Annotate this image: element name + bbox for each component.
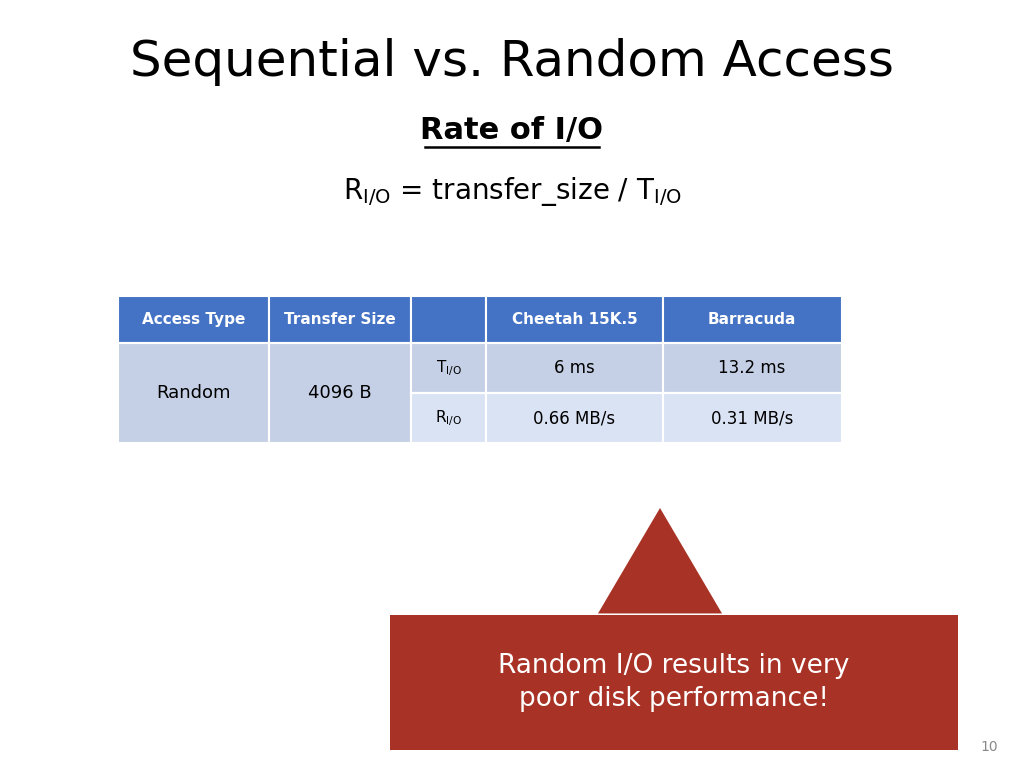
Bar [486, 343, 663, 393]
Bar [663, 296, 842, 343]
Text: Access Type: Access Type [142, 312, 245, 327]
Bar [269, 343, 411, 443]
Text: Cheetah 15K.5: Cheetah 15K.5 [512, 312, 637, 327]
Bar [269, 296, 411, 343]
Text: Barracuda: Barracuda [708, 312, 797, 327]
Bar [486, 393, 663, 443]
Bar [663, 343, 842, 393]
Bar [118, 343, 269, 443]
Bar [390, 615, 958, 750]
Bar [411, 296, 486, 343]
Text: 13.2 ms: 13.2 ms [719, 359, 785, 377]
Bar [486, 296, 663, 343]
Text: Random: Random [157, 384, 230, 402]
Text: Rate of I/O: Rate of I/O [421, 115, 603, 144]
Text: Sequential vs. Random Access: Sequential vs. Random Access [130, 38, 894, 86]
Text: poor disk performance!: poor disk performance! [519, 687, 829, 713]
Text: 0.66 MB/s: 0.66 MB/s [534, 409, 615, 427]
Bar [663, 393, 842, 443]
Polygon shape [598, 508, 722, 614]
Bar [118, 296, 269, 343]
Text: $\mathrm{R_{I/O}}$ = transfer_size / $\mathrm{T_{I/O}}$: $\mathrm{R_{I/O}}$ = transfer_size / $\m… [343, 176, 681, 208]
Text: $\mathrm{R_{I/O}}$: $\mathrm{R_{I/O}}$ [435, 408, 462, 429]
Text: $\mathrm{T_{I/O}}$: $\mathrm{T_{I/O}}$ [435, 358, 462, 379]
Text: 0.31 MB/s: 0.31 MB/s [711, 409, 794, 427]
Text: 4096 B: 4096 B [308, 384, 372, 402]
Bar [411, 343, 486, 393]
Text: Random I/O results in very: Random I/O results in very [499, 653, 850, 679]
Text: 6 ms: 6 ms [554, 359, 595, 377]
Text: 10: 10 [981, 740, 998, 754]
Bar [411, 393, 486, 443]
Text: Transfer Size: Transfer Size [284, 312, 396, 327]
